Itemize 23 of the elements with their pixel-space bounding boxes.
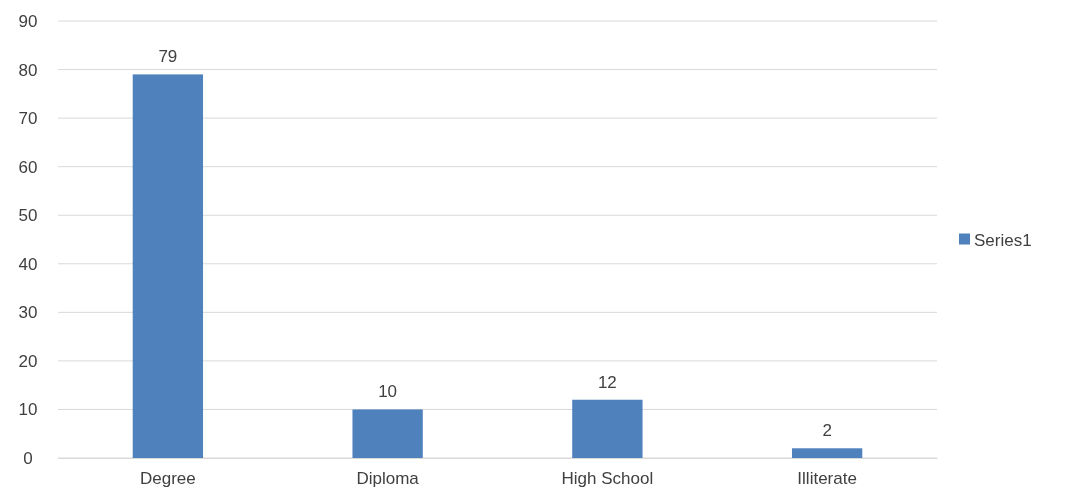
bar — [132, 74, 204, 458]
data-label: 10 — [378, 382, 398, 402]
y-tick-label: 10 — [18, 400, 38, 420]
y-tick-label: 50 — [18, 206, 38, 226]
y-tick-label: 30 — [18, 303, 38, 323]
x-tick-label: Illiterate — [797, 469, 857, 489]
x-tick-label: High School — [561, 469, 654, 489]
y-tick-label: 60 — [18, 157, 38, 177]
x-tick-label: Degree — [139, 469, 196, 489]
y-tick-label: 40 — [18, 254, 38, 274]
x-tick-label: Diploma — [356, 469, 420, 489]
y-tick-label: 70 — [18, 109, 38, 129]
y-tick-label: 20 — [18, 351, 38, 371]
bar — [572, 399, 643, 458]
legend-label: Series1 — [974, 230, 1032, 250]
data-label: 12 — [597, 372, 617, 392]
y-tick-label: 0 — [23, 448, 33, 468]
bar — [791, 448, 863, 458]
y-tick-label: 90 — [18, 11, 38, 31]
data-label: 79 — [158, 47, 178, 67]
y-tick-label: 80 — [18, 60, 38, 80]
data-label: 2 — [822, 421, 832, 441]
bar — [352, 409, 423, 458]
